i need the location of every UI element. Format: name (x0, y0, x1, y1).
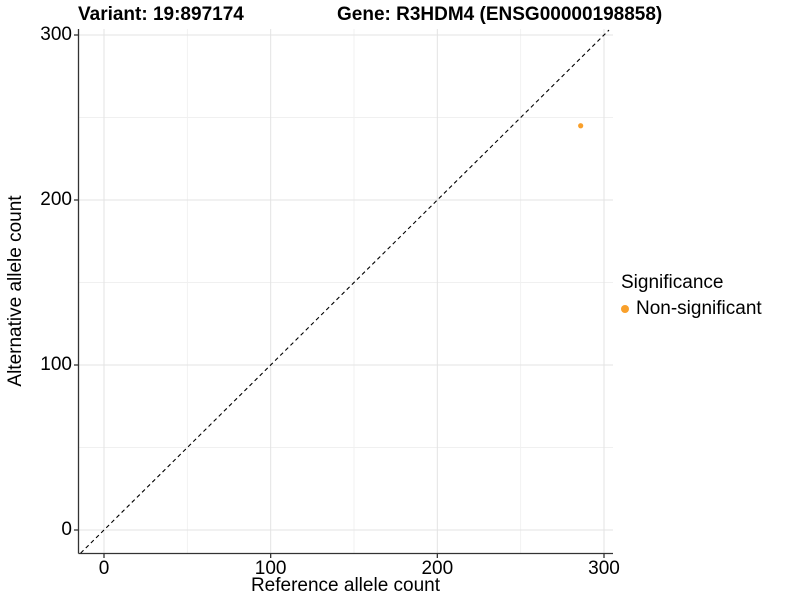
identity-line (80, 29, 610, 554)
legend-point-swatch-icon (621, 304, 629, 313)
x-tick-label: 0 (98, 558, 110, 579)
x-tick-label: 100 (254, 558, 287, 579)
legend-title: Significance (621, 272, 724, 293)
y-tick-label: 300 (40, 24, 72, 45)
x-tick-label: 200 (421, 558, 454, 579)
y-axis-title: Alternative allele count (5, 195, 26, 387)
gene-title: Gene: R3HDM4 (ENSG00000198858) (337, 4, 663, 25)
legend: Significance Non-significant (621, 271, 762, 320)
legend-entry: Non-significant (621, 297, 762, 320)
legend-entry-label: Non-significant (636, 298, 762, 319)
y-tick-label: 200 (40, 189, 72, 210)
x-axis-title: Reference allele count (250, 575, 441, 596)
variant-title: Variant: 19:897174 (78, 4, 244, 25)
data-point (578, 123, 584, 129)
y-tick-label: 100 (40, 354, 72, 375)
x-tick-label: 300 (588, 558, 620, 579)
y-tick-label: 0 (61, 519, 72, 540)
